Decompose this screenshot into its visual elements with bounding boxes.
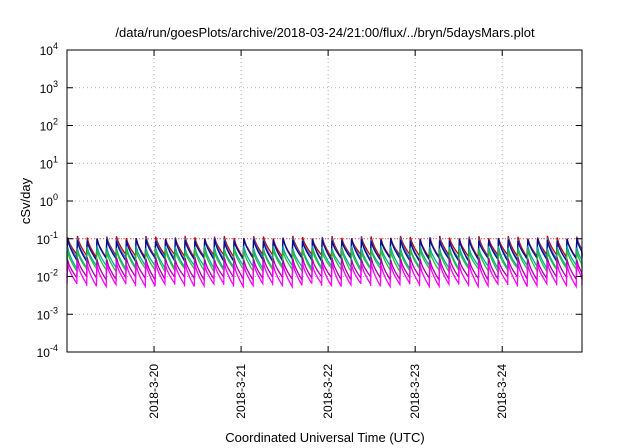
- series-line: [66, 248, 583, 275]
- y-axis: 10-4 10-3 10-2 10-1 100 101 102 103 104: [37, 41, 582, 360]
- x-axis: 2018-3-20 2018-3-21 2018-3-22 2018-3-23 2018…: [147, 50, 509, 419]
- plot-frame: [66, 49, 583, 353]
- y-tick-label: 10-2: [37, 268, 58, 285]
- series-line: [66, 262, 583, 290]
- x-tick-label: 2018-3-20: [147, 364, 161, 419]
- y-tick-label: 10-3: [37, 305, 58, 322]
- y-tick-label: 102: [40, 117, 58, 134]
- y-tick-label: 103: [40, 79, 58, 96]
- y-tick-label: 10-4: [37, 343, 58, 360]
- x-axis-label: Coordinated Universal Time (UTC): [225, 430, 424, 445]
- grid: [67, 50, 582, 352]
- y-tick-label: 101: [40, 154, 58, 171]
- x-tick-label: 2018-3-23: [408, 364, 422, 419]
- x-tick-label: 2018-3-22: [321, 364, 335, 419]
- y-tick-label: 10-1: [37, 230, 58, 247]
- series-layer: [66, 235, 583, 290]
- x-tick-label: 2018-3-24: [495, 364, 509, 419]
- x-tick-label: 2018-3-21: [234, 364, 248, 419]
- y-axis-label: cSv/day: [18, 177, 33, 224]
- chart-title: /data/run/goesPlots/archive/2018-03-24/2…: [115, 25, 535, 40]
- y-tick-label: 100: [40, 192, 58, 209]
- y-tick-label: 104: [40, 41, 58, 58]
- series-line: [66, 257, 583, 283]
